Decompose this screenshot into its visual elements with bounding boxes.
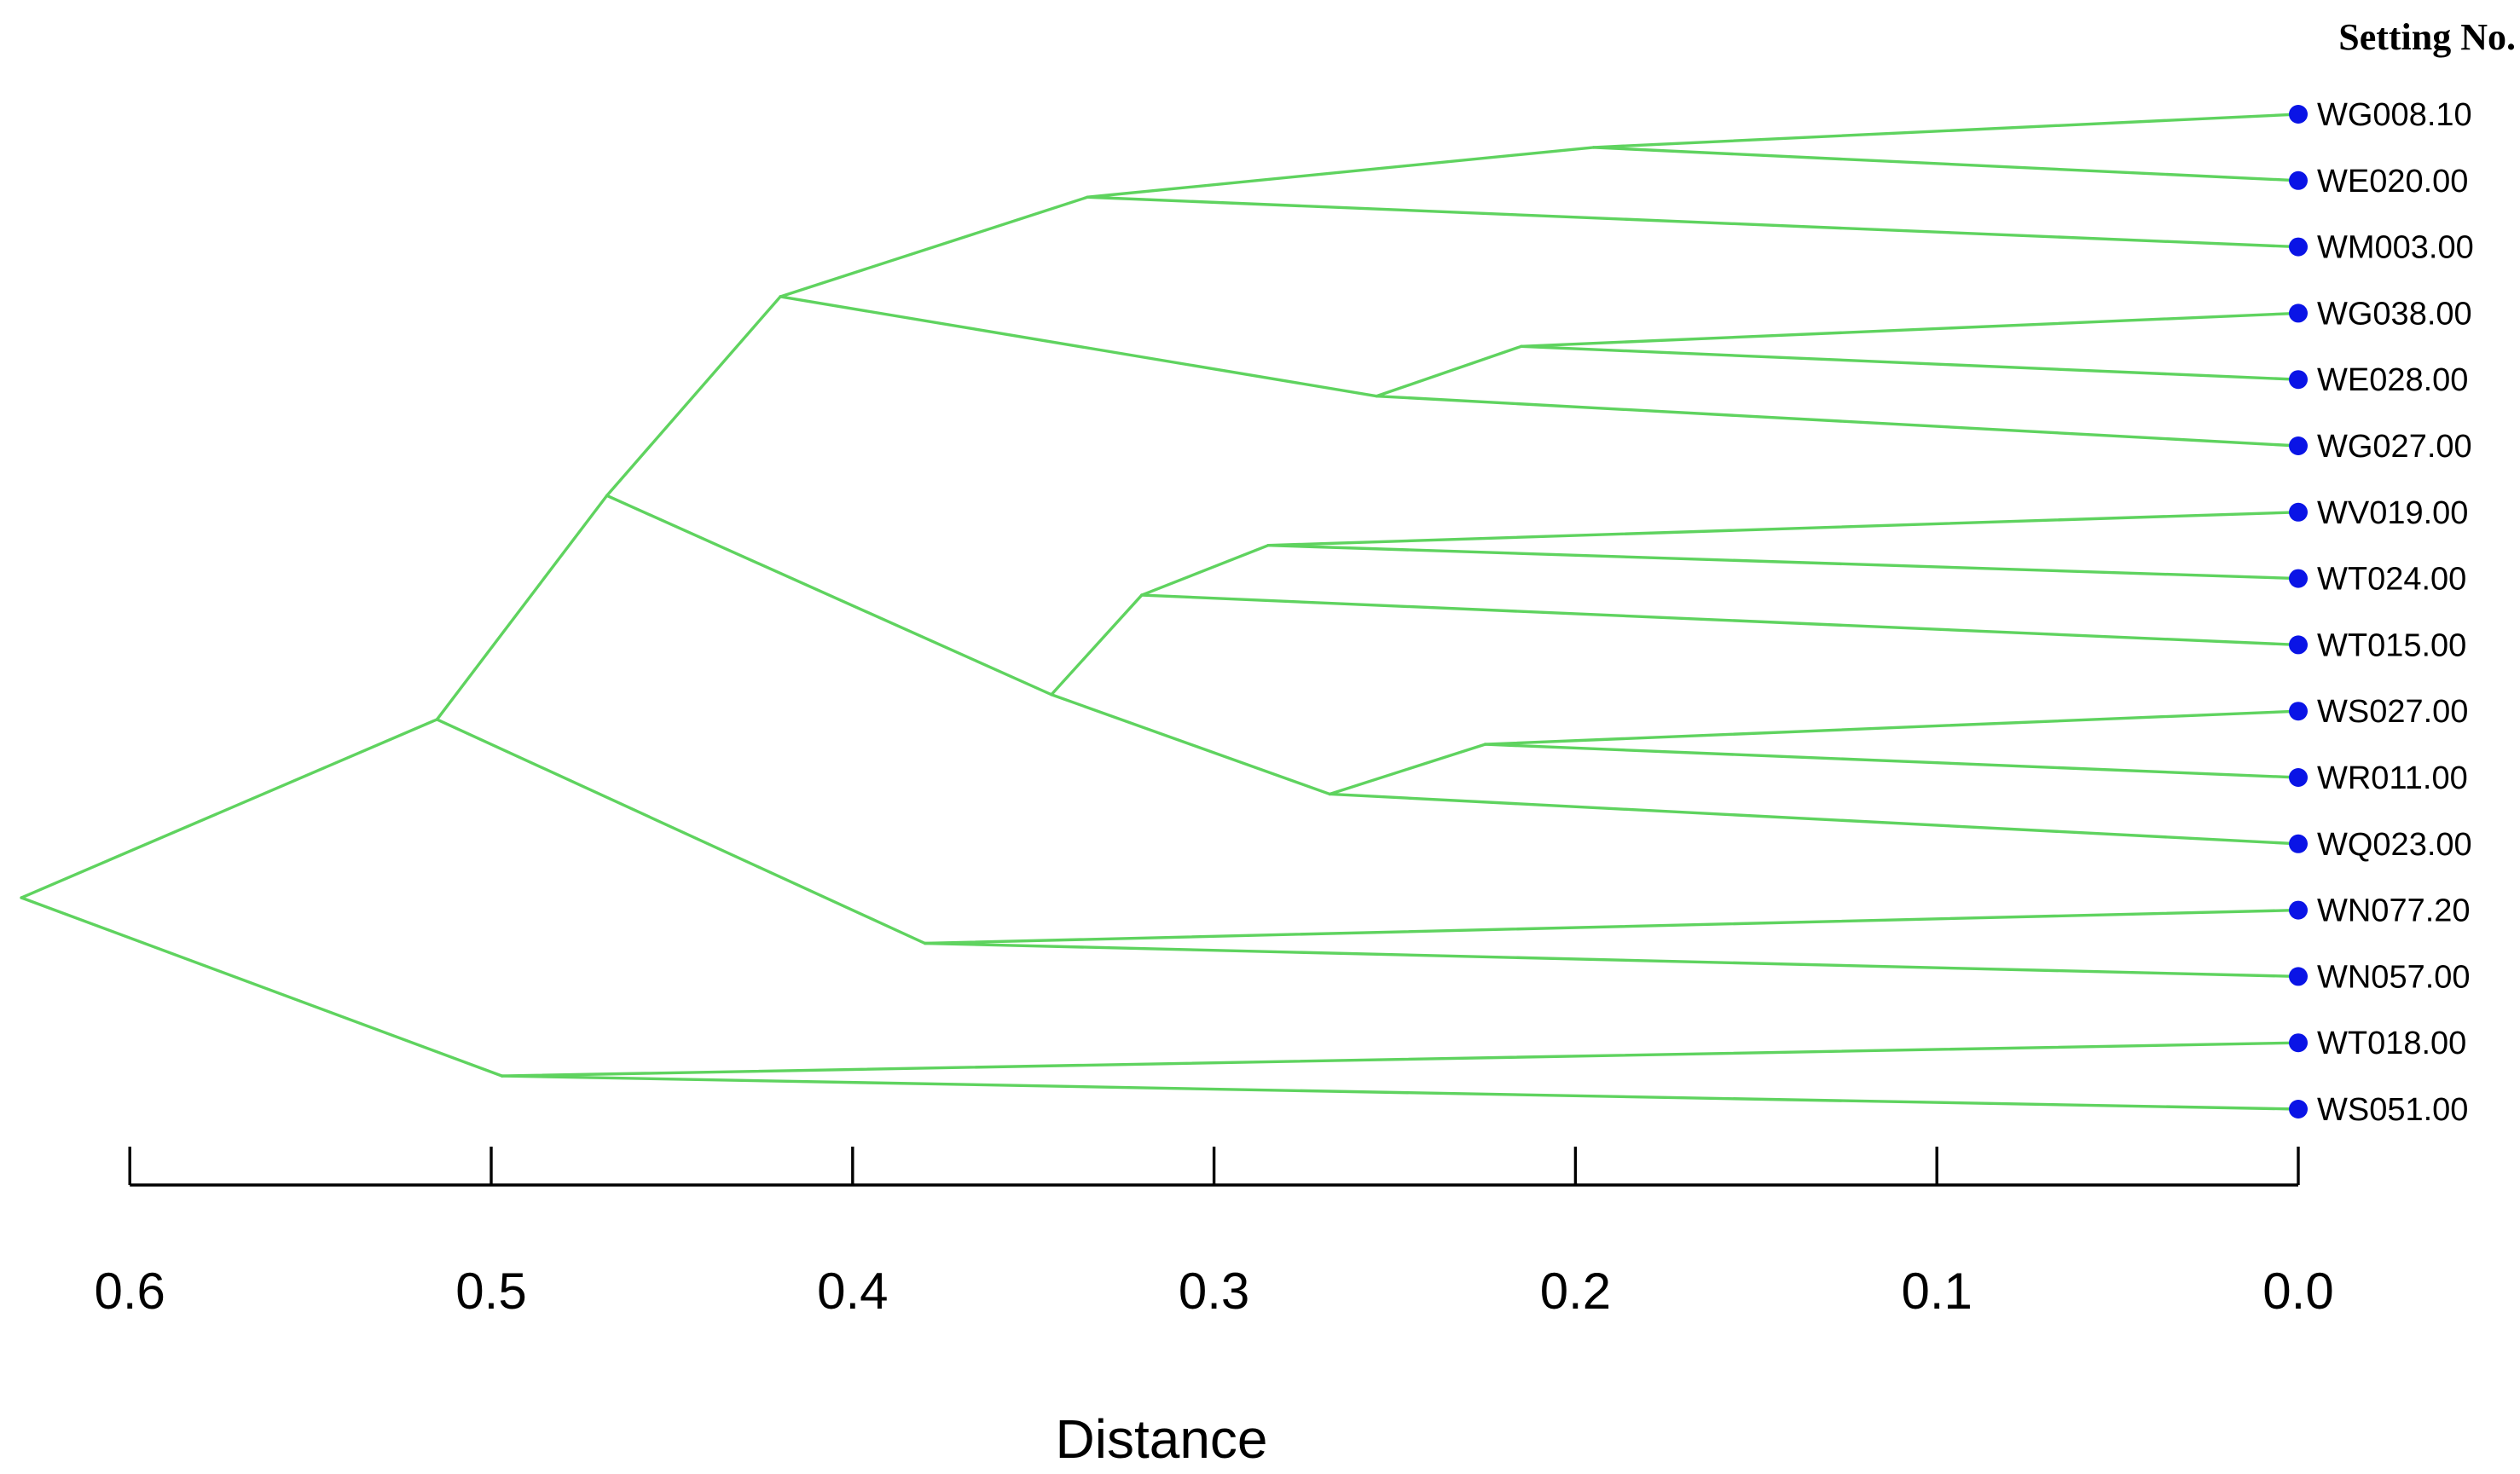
leaves: WG008.10 WE020.00 WM003.00 WG038.00 WE028.00… xyxy=(2289,97,2474,1128)
branch-n3-WG038.00 xyxy=(1520,311,2300,348)
axis-tick-label: 0.5 xyxy=(455,1263,526,1320)
leaf-marker xyxy=(2289,635,2308,655)
branch-n8-WS027.00 xyxy=(1483,709,2300,746)
leaf-marker xyxy=(2289,502,2308,522)
axis-tick-label: 0.2 xyxy=(1540,1263,1611,1320)
branch-n1-WE020.00 xyxy=(1591,146,2300,182)
leaf-marker xyxy=(2289,569,2308,588)
leaf-label: WQ023.00 xyxy=(2317,827,2472,863)
leaf-marker xyxy=(2289,900,2308,920)
branch-n10-n7 xyxy=(1050,593,1144,697)
branch-n11-n5 xyxy=(605,295,782,498)
branch-n8-WR011.00 xyxy=(1483,743,2300,779)
axis-tick-label: 0.1 xyxy=(1901,1263,1972,1320)
leaf-label: WS051.00 xyxy=(2317,1092,2468,1128)
leaf-label: WT015.00 xyxy=(2317,627,2466,663)
branch-n14-WT018.00 xyxy=(501,1041,2300,1078)
leaf-label: WG027.00 xyxy=(2317,429,2472,465)
branch-n13-n11 xyxy=(435,494,609,721)
branch-n9-WQ023.00 xyxy=(1328,792,2300,846)
branch-n7-n6 xyxy=(1140,544,1270,597)
branch-n7-WT015.00 xyxy=(1140,593,2300,647)
branch-n6-WV019.00 xyxy=(1266,511,2300,547)
leaf-marker xyxy=(2289,105,2308,124)
axis-title: Distance xyxy=(1056,1408,1268,1470)
leaf-label: WN057.00 xyxy=(2317,959,2471,995)
leaf-label: WV019.00 xyxy=(2317,495,2468,531)
leaf-label: WE028.00 xyxy=(2317,362,2468,398)
leaf-label: WM003.00 xyxy=(2317,230,2474,266)
leaf-marker xyxy=(2289,702,2308,721)
branch-n4-n3 xyxy=(1375,344,1523,398)
leaf-label: WG038.00 xyxy=(2317,296,2472,332)
branch-n5-n4 xyxy=(779,295,1379,398)
branch-n12-WN057.00 xyxy=(923,941,2300,979)
leaf-marker xyxy=(2289,303,2308,323)
branch-n14-WS051.00 xyxy=(501,1074,2300,1111)
leaf-marker xyxy=(2289,768,2308,787)
distance-axis: 0.6 0.5 0.4 0.3 0.2 0.1 0.0 xyxy=(94,1147,2334,1320)
branch-n15-n13 xyxy=(20,718,439,899)
leaf-marker xyxy=(2289,171,2308,190)
leaf-marker xyxy=(2289,436,2308,455)
axis-tick-label: 0.6 xyxy=(94,1263,165,1320)
branch-n2-n1 xyxy=(1086,146,1596,199)
branch-n15-n14 xyxy=(20,896,504,1078)
leaf-marker xyxy=(2289,1100,2308,1119)
leaf-label: WT024.00 xyxy=(2317,562,2466,598)
branch-n3-WE028.00 xyxy=(1520,344,2300,381)
leaf-label: WE020.00 xyxy=(2317,164,2468,199)
leaf-label: WR011.00 xyxy=(2317,760,2468,796)
branch-n6-WT024.00 xyxy=(1266,544,2300,581)
branch-n9-n8 xyxy=(1328,743,1487,796)
branch-n5-n2 xyxy=(779,195,1089,298)
branches xyxy=(20,113,2300,1111)
leaf-label: WN077.20 xyxy=(2317,893,2471,929)
leaf-marker xyxy=(2289,967,2308,986)
leaf-marker xyxy=(2289,237,2308,257)
leaf-marker xyxy=(2289,1033,2308,1053)
branch-n4-WG027.00 xyxy=(1375,394,2300,448)
axis-tick-label: 0.3 xyxy=(1179,1263,1249,1320)
branch-n1-WG008.10 xyxy=(1591,113,2300,149)
axis-tick-label: 0.4 xyxy=(817,1263,888,1320)
branch-n11-n10 xyxy=(605,494,1053,697)
axis-tick-label: 0.0 xyxy=(2262,1263,2333,1320)
leaf-label: WG008.10 xyxy=(2317,97,2472,133)
leaf-marker xyxy=(2289,834,2308,853)
leaf-marker xyxy=(2289,370,2308,390)
leaf-label: WT018.00 xyxy=(2317,1026,2466,1061)
branch-n10-n9 xyxy=(1050,693,1331,796)
branch-n2-WM003.00 xyxy=(1086,195,2300,249)
legend-title: Setting No. xyxy=(2338,16,2516,58)
branch-n13-n12 xyxy=(435,718,927,945)
branch-n12-WN077.20 xyxy=(923,908,2300,945)
leaf-label: WS027.00 xyxy=(2317,694,2468,730)
